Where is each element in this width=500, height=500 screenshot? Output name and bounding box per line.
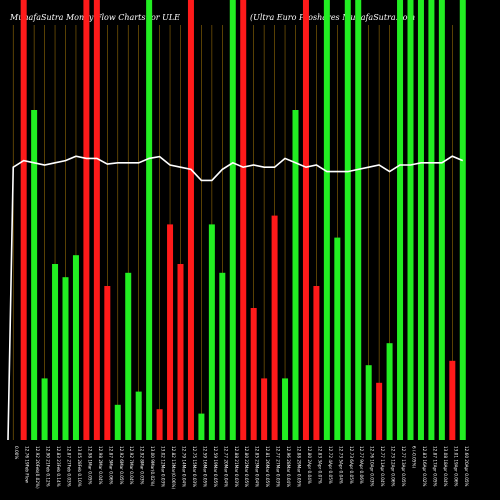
x-tick-label: 12.77 9Apr 0.06% — [359, 446, 364, 484]
flow-bar — [397, 0, 404, 440]
flow-bar — [438, 0, 445, 440]
price-line-group — [7, 155, 464, 441]
flow-bar — [459, 0, 466, 440]
x-tick-label: 12.77 27Mar 0.03% — [276, 446, 281, 487]
flow-bar — [282, 378, 289, 440]
flow-bar — [219, 272, 226, 440]
flow-bar — [240, 0, 247, 440]
grid-lines — [12, 25, 464, 440]
x-tick-label: 12.92 8Mar 0.03% — [140, 446, 145, 485]
x-tick-label: 0.00% — [14, 446, 19, 459]
x-tick-label: 12.92 7Mar 0.04% — [129, 446, 134, 485]
x-tick-labels: 0.00% 12.76 19Feb Flow 12.92 20Feb(0.02%) 1… — [14, 446, 469, 489]
flow-bar — [41, 378, 48, 440]
flow-bar — [135, 391, 142, 440]
flow-bar — [177, 264, 184, 440]
x-tick-label: 12.79 14Mar 0.04% — [182, 446, 187, 487]
flow-bar — [323, 0, 330, 440]
flow-bar — [365, 365, 372, 440]
x-tick-label: 12.85 23Mar 0.04% — [255, 446, 260, 487]
flow-bar — [62, 277, 69, 440]
x-tick-label: 12.76 19Feb Flow — [25, 446, 30, 484]
x-tick-label: 12.98 2Mar 0.04% — [98, 446, 103, 485]
x-tick-label: 12.75 15Mar 0.03% — [192, 446, 197, 487]
x-tick-label: 12.81 26Mar 0.05% — [265, 446, 270, 487]
x-tick-label: 12.77 20Mar 0.04% — [223, 446, 228, 487]
x-tick-label: 12.80 2Apr 0.04% — [307, 446, 312, 484]
flow-bar — [355, 0, 362, 440]
x-tick-label: 12.59 19Mar 0.05% — [213, 446, 218, 487]
x-tick-label: 12.59 16Mar 0.05% — [202, 446, 207, 487]
x-tick-label: 12.73 6Apr 0.05% — [349, 446, 354, 484]
x-tick-label: 12.73 12Apr 0.06% — [391, 446, 396, 487]
x-tick-label: 13.01 19Apr 0.06% — [453, 446, 458, 487]
chart-subtitle: (Ultra Euro Proshares MunafaSutra.com — [250, 13, 416, 22]
flow-bar — [334, 237, 341, 440]
flow-bar — [261, 378, 268, 440]
flow-bar — [187, 0, 194, 440]
x-tick-label: 12.83 23Feb 0.14% — [56, 446, 61, 487]
flow-bar — [83, 0, 90, 440]
flow-bar — [417, 0, 424, 440]
flow-bar — [52, 264, 59, 440]
flow-bar — [125, 272, 132, 440]
x-tick-label: 12.60 20Apr 0.05% — [464, 446, 469, 487]
flow-bar — [313, 286, 320, 440]
flow-bar — [72, 255, 79, 440]
x-tick-label: 12.92 20Feb(0.02%) — [35, 446, 40, 489]
x-tick-label: 12.88 29Mar 0.05% — [297, 446, 302, 487]
x-tick-label: 13.08 18Apr 0.04% — [443, 446, 448, 487]
x-tick-label: 12.76 10Apr 0.03% — [370, 446, 375, 487]
x-tick-label: 13.00 9Mar(0.02%) — [150, 446, 155, 487]
x-tick-label: 12.90 21Feb 0.12% — [46, 446, 51, 487]
x-tick-label: 12.83 3Apr 0.07% — [317, 446, 322, 484]
flow-bar — [449, 360, 456, 440]
x-tick-label: 12.87 17Apr 0.05% — [432, 446, 437, 487]
x-tick-label: 12.77 11Apr 0.04% — [380, 446, 385, 487]
x-tick-label: 12.88 21Mar 0.03% — [234, 446, 239, 487]
flow-bar — [20, 0, 27, 440]
x-tick-label: 12.77 13Apr 0.05% — [401, 446, 406, 487]
x-tick-label: 12.98 1Mar 0.05% — [87, 446, 92, 485]
flow-bar — [376, 382, 383, 440]
x-tick-label: 12.92 6Mar 0.05% — [119, 446, 124, 485]
flow-bar — [104, 286, 111, 440]
x-tick-label: 12.72 4Apr 0.05% — [328, 446, 333, 484]
flow-bar — [250, 308, 257, 440]
flow-bar — [156, 409, 163, 440]
flow-bar — [292, 110, 299, 440]
flow-bar — [229, 0, 236, 440]
flow-bar — [167, 224, 174, 440]
flow-bar — [93, 0, 100, 440]
x-tick-label: 12.80 22Mar 0.05% — [244, 446, 249, 487]
flow-bar — [386, 343, 393, 440]
flow-bar — [146, 0, 153, 440]
flow-bar — [31, 110, 38, 440]
flow-bar — [208, 224, 215, 440]
x-tick-label: 13.02 12Mar 0.03% — [161, 446, 166, 487]
flow-bar — [428, 0, 435, 440]
flow-bar — [302, 0, 309, 440]
x-tick-label: 12.96 28Mar 0.04% — [286, 446, 291, 487]
flow-bar — [344, 0, 351, 440]
x-tick-label: 12.73 5Apr 0.04% — [338, 446, 343, 484]
flow-bar — [114, 404, 121, 440]
flow-bar — [198, 413, 205, 440]
x-tick-label: 12.83 16Apr 0.02% — [422, 446, 427, 487]
x-tick-label: 13.05 28Feb 0.10% — [77, 446, 82, 487]
x-tick-label: 6 (-0.05%) — [412, 446, 417, 468]
flow-bar — [407, 0, 414, 440]
flow-bar — [271, 215, 278, 440]
x-tick-label: 12.87 27Feb 0.03% — [67, 446, 72, 487]
x-tick-label: 12.82 13Mar(0.06%) — [171, 446, 176, 489]
bars — [20, 0, 466, 440]
x-tick-label: 12.87 5Mar 0.06% — [108, 446, 113, 485]
price-line — [7, 155, 464, 441]
